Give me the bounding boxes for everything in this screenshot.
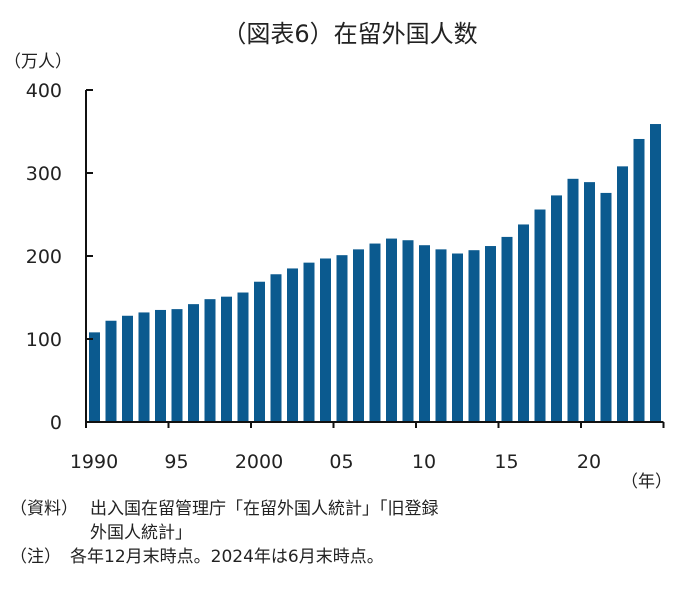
y-tick-label: 0 xyxy=(50,412,62,434)
bar-2011 xyxy=(435,249,447,422)
bar-2024 xyxy=(650,124,661,422)
bar-1994 xyxy=(155,309,166,422)
bar-2002 xyxy=(287,268,298,422)
bar-2004 xyxy=(320,258,331,422)
bar-1991 xyxy=(105,320,117,422)
bar-2010 xyxy=(419,245,430,422)
bar-1997 xyxy=(204,299,216,422)
bar-1992 xyxy=(122,315,133,422)
note-label: （注） xyxy=(10,547,61,567)
bar-2012 xyxy=(452,253,463,422)
bar-2009 xyxy=(402,240,414,422)
chart-title: （図表6）在留外国人数 xyxy=(222,20,477,48)
source-text-cont: 外国人統計」 xyxy=(90,523,192,543)
bar-1998 xyxy=(221,296,232,422)
x-tick-label: 1990 xyxy=(70,451,118,473)
y-axis-label: （万人） xyxy=(4,52,72,72)
x-tick-label: 15 xyxy=(494,451,518,473)
bar-2016 xyxy=(518,224,529,422)
y-tick-label: 100 xyxy=(26,329,62,351)
x-axis-label: （年） xyxy=(621,472,672,492)
bar-1996 xyxy=(188,304,199,422)
bar-1990 xyxy=(89,332,100,422)
x-tick-label: 2000 xyxy=(235,451,283,473)
bar-2007 xyxy=(369,243,381,422)
bar-2001 xyxy=(270,274,282,422)
notes: （資料） 出入国在留管理庁「在留外国人統計」「旧登録 外国人統計」 （注） 各年12… xyxy=(10,497,439,569)
y-tick-label: 200 xyxy=(26,246,62,268)
bar-1999 xyxy=(237,292,249,422)
bar-2022 xyxy=(617,166,628,422)
bar-2019 xyxy=(567,178,579,422)
bar-2018 xyxy=(551,195,562,422)
x-tick-label: 05 xyxy=(329,451,353,473)
bar-2006 xyxy=(353,249,364,422)
bar-2008 xyxy=(386,238,397,422)
y-tick-label: 300 xyxy=(26,163,62,185)
source-text: 出入国在留管理庁「在留外国人統計」「旧登録 xyxy=(90,499,439,519)
x-tick-label: 95 xyxy=(164,451,188,473)
note-text: 各年12月末時点。2024年は6月末時点。 xyxy=(70,547,384,567)
source-label: （資料） xyxy=(10,499,78,519)
bar-2014 xyxy=(485,246,496,422)
bar-2013 xyxy=(468,250,480,422)
x-tick-label: 10 xyxy=(412,451,436,473)
bar-2000 xyxy=(254,281,265,422)
bar-2023 xyxy=(633,138,645,422)
x-tick-label: 20 xyxy=(577,451,601,473)
bar-2017 xyxy=(534,209,546,422)
bar-2020 xyxy=(584,182,595,422)
bar-1995 xyxy=(171,309,183,422)
bar-2005 xyxy=(336,255,348,422)
bar-2003 xyxy=(303,262,315,422)
bar-2015 xyxy=(501,236,513,422)
y-tick-label: 400 xyxy=(26,80,62,102)
bar-2021 xyxy=(600,192,612,422)
bar-1993 xyxy=(138,312,150,422)
